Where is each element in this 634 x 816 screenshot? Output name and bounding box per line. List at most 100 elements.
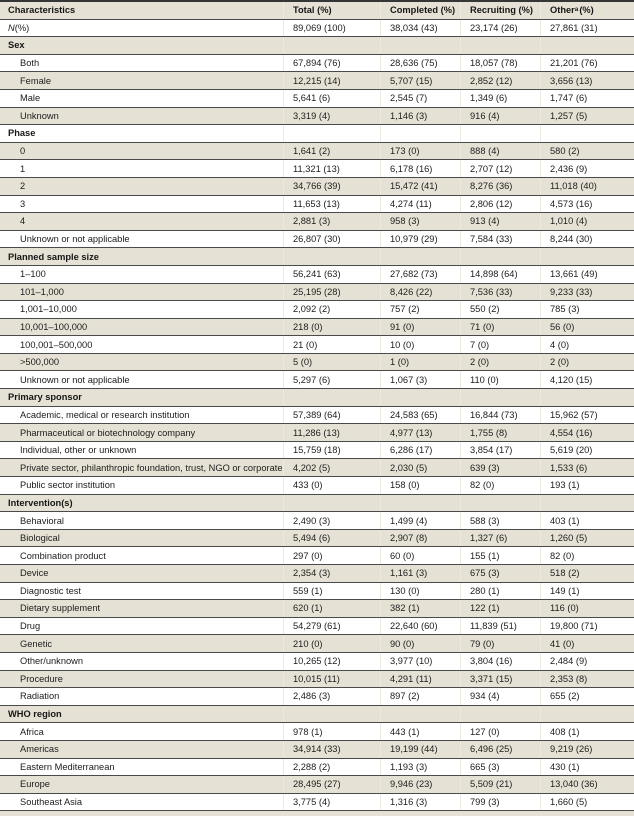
row-label: Biological	[20, 533, 60, 544]
cell-recruiting: 14,898 (64)	[460, 265, 540, 283]
cell-recruiting: 888 (4)	[460, 142, 540, 160]
cell-total: 297 (0)	[283, 547, 380, 564]
cell-total: 210 (0)	[283, 635, 380, 652]
cell-recruiting: 916 (4)	[460, 107, 540, 125]
table-header-row: Characteristics Total (%) Completed (%) …	[0, 2, 634, 20]
cell-recruiting: 1,349 (6)	[460, 89, 540, 107]
cell-completed: 958 (3)	[380, 213, 460, 230]
table-row: Female 12,215 (14) 5,707 (15) 2,852 (12) 3,6…	[0, 72, 634, 90]
cell-other: 785 (3)	[540, 301, 634, 318]
section-title: Intervention(s)	[8, 497, 73, 508]
cell-total: 34,914 (33)	[283, 740, 380, 758]
cell-completed: 28,636 (75)	[380, 54, 460, 72]
cell-total: 1,641 (2)	[283, 142, 380, 160]
cell-other: 580 (2)	[540, 142, 634, 160]
section-row: Intervention(s)	[0, 494, 634, 513]
row-label: Diagnostic test	[20, 585, 81, 596]
cell-recruiting: 122 (1)	[460, 600, 540, 617]
cell-completed: 38,034 (43)	[380, 19, 460, 37]
cell-recruiting: 110 (0)	[460, 371, 540, 389]
cell-other: 41 (0)	[540, 635, 634, 652]
cell-other: 21,201 (76)	[540, 54, 634, 72]
cell-completed: 1,193 (3)	[380, 758, 460, 776]
cell-completed: 2,907 (8)	[380, 529, 460, 547]
cell-other: 4,554 (16)	[540, 424, 634, 441]
row-label: 0	[20, 146, 26, 157]
cell-completed: 897 (2)	[380, 688, 460, 705]
cell-completed: 1,161 (3)	[380, 565, 460, 582]
cell-total	[283, 37, 380, 54]
table-row: Unknown 3,319 (4) 1,146 (3) 916 (4) 1,257 (5…	[0, 107, 634, 126]
table-row: Unknown or not applicable 26,807 (30) 10,9…	[0, 230, 634, 249]
cell-completed: 10,979 (29)	[380, 230, 460, 248]
row-label: Genetic	[20, 638, 53, 649]
table-row: Africa 978 (1) 443 (1) 127 (0) 408 (1)	[0, 723, 634, 741]
section-title: Phase	[8, 128, 36, 139]
cell-total: 89,069 (100)	[283, 19, 380, 37]
cell-total	[283, 389, 380, 406]
cell-other: 5,619 (20)	[540, 441, 634, 459]
cell-completed: 3,977 (10)	[380, 652, 460, 670]
cell-other: 9,219 (26)	[540, 740, 634, 758]
table-row: 10,001–100,000 218 (0) 91 (0) 71 (0) 56 (0)	[0, 318, 634, 337]
table-row: Private sector, philanthropic foundation…	[0, 459, 634, 478]
cell-other: 1,257 (5)	[540, 107, 634, 125]
cell-completed: 10 (0)	[380, 336, 460, 353]
cell-other: 27,861 (31)	[540, 19, 634, 37]
section-title: Primary sponsor	[8, 392, 82, 403]
cell-total: 11,653 (13)	[283, 195, 380, 213]
cell-completed: 6,178 (16)	[380, 160, 460, 177]
row-label: Unknown	[20, 110, 59, 121]
cell-completed: 9,946 (23)	[380, 776, 460, 793]
table-row: N (%) 89,069 (100) 38,034 (43) 23,174 (26) 2…	[0, 19, 634, 38]
cell-total: 11,286 (13)	[283, 424, 380, 441]
table-row: Individual, other or unknown 15,759 (18) 6…	[0, 441, 634, 460]
table-row: Combination product 297 (0) 60 (0) 155 (1) 8…	[0, 547, 634, 565]
cell-completed: 90 (0)	[380, 635, 460, 652]
row-label: Male	[20, 93, 41, 104]
cell-other: 2,436 (9)	[540, 160, 634, 177]
cell-completed: 1,499 (4)	[380, 512, 460, 529]
cell-recruiting	[460, 494, 540, 512]
other-header-suffix: (%)	[579, 5, 594, 16]
cell-other: 8,244 (30)	[540, 230, 634, 248]
cell-recruiting: 6,496 (25)	[460, 740, 540, 758]
cell-completed: 1,067 (3)	[380, 371, 460, 389]
row-label: 2	[20, 181, 26, 192]
other-header-text: Other	[550, 5, 575, 16]
cell-total: 5,494 (6)	[283, 529, 380, 547]
cell-other: 518 (2)	[540, 565, 634, 582]
cell-completed: 1,316 (3)	[380, 793, 460, 811]
row-label: >500,000	[20, 357, 60, 368]
cell-completed: 2,545 (7)	[380, 89, 460, 107]
cropped-next-row	[0, 811, 634, 816]
row-label: Combination product	[20, 550, 106, 561]
cell-total: 2,354 (3)	[283, 565, 380, 582]
row-label: Both	[20, 58, 40, 69]
cell-completed: 19,199 (44)	[380, 740, 460, 758]
cell-completed: 173 (0)	[380, 142, 460, 160]
cell-other	[540, 705, 634, 723]
section-title: Planned sample size	[8, 251, 99, 262]
cell-recruiting: 3,804 (16)	[460, 652, 540, 670]
cell-other	[540, 389, 634, 406]
cell-total: 25,195 (28)	[283, 283, 380, 301]
table-row: Diagnostic test 559 (1) 130 (0) 280 (1) 149 …	[0, 582, 634, 601]
cell-other: 2,353 (8)	[540, 670, 634, 688]
cell-total: 4,202 (5)	[283, 459, 380, 477]
cell-recruiting: 7 (0)	[460, 336, 540, 353]
cell-other: 1,747 (6)	[540, 89, 634, 107]
table-row: 101–1,000 25,195 (28) 8,426 (22) 7,536 (33)…	[0, 283, 634, 302]
table-row: 4 2,881 (3) 958 (3) 913 (4) 1,010 (4)	[0, 213, 634, 231]
cell-recruiting: 23,174 (26)	[460, 19, 540, 37]
cell-recruiting: 799 (3)	[460, 793, 540, 811]
cell-other: 15,962 (57)	[540, 406, 634, 424]
cell-total: 21 (0)	[283, 336, 380, 353]
cell-recruiting: 639 (3)	[460, 459, 540, 477]
cell-completed: 4,291 (11)	[380, 670, 460, 688]
cell-other: 149 (1)	[540, 582, 634, 600]
cell-recruiting: 11,839 (51)	[460, 617, 540, 635]
table-row: Drug 54,279 (61) 22,640 (60) 11,839 (51) 19,…	[0, 617, 634, 636]
cell-other: 1,260 (5)	[540, 529, 634, 547]
cell-other	[540, 125, 634, 142]
